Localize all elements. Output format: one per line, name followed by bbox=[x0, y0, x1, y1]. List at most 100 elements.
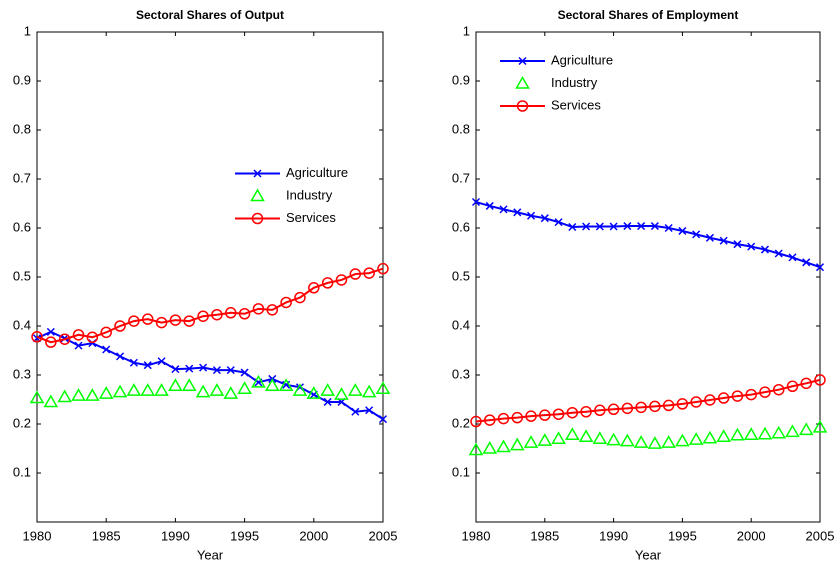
marker bbox=[499, 205, 508, 214]
x-tick-label: 1995 bbox=[668, 528, 697, 543]
marker bbox=[31, 331, 43, 343]
marker bbox=[552, 408, 565, 420]
marker bbox=[169, 314, 182, 326]
marker bbox=[199, 363, 208, 372]
legend: Agriculture Industry Services bbox=[235, 165, 348, 225]
marker bbox=[349, 268, 362, 280]
marker bbox=[511, 411, 524, 424]
marker bbox=[635, 401, 647, 414]
chart-title: Sectoral Shares of Employment bbox=[558, 8, 739, 22]
marker bbox=[251, 212, 264, 225]
marker bbox=[253, 169, 262, 178]
marker bbox=[633, 435, 649, 448]
marker bbox=[334, 387, 349, 400]
marker bbox=[565, 427, 580, 441]
marker bbox=[365, 406, 374, 415]
marker bbox=[690, 396, 702, 408]
y-tick-label: 0.6 bbox=[13, 219, 31, 234]
marker bbox=[212, 366, 221, 375]
marker bbox=[815, 263, 825, 272]
marker bbox=[197, 310, 209, 322]
y-tick-label: 0.5 bbox=[13, 268, 31, 283]
marker bbox=[772, 383, 785, 396]
y-tick-label: 0.4 bbox=[13, 317, 31, 332]
marker bbox=[181, 378, 197, 392]
y-tick-label: 1 bbox=[463, 23, 470, 38]
marker bbox=[580, 406, 592, 418]
y-tick-label: 0.3 bbox=[452, 366, 470, 381]
marker bbox=[86, 331, 99, 344]
x-tick-label: 1990 bbox=[599, 528, 628, 543]
marker bbox=[351, 407, 360, 416]
marker bbox=[774, 249, 783, 258]
marker bbox=[378, 415, 388, 424]
marker bbox=[183, 315, 195, 327]
marker bbox=[157, 357, 166, 366]
marker bbox=[209, 383, 225, 396]
marker bbox=[497, 412, 510, 425]
marker bbox=[537, 433, 553, 446]
marker bbox=[705, 233, 714, 242]
y-tick-label: 0.2 bbox=[13, 415, 31, 430]
marker bbox=[731, 390, 744, 402]
marker bbox=[743, 427, 759, 441]
chart-panel: Sectoral Shares of Employment Year 0.1 0.2 0… bbox=[452, 8, 835, 562]
marker bbox=[143, 361, 152, 370]
marker bbox=[592, 431, 608, 444]
marker bbox=[621, 402, 634, 415]
marker bbox=[321, 277, 334, 289]
marker bbox=[280, 296, 292, 309]
marker bbox=[747, 242, 756, 251]
marker bbox=[527, 211, 536, 220]
marker bbox=[363, 267, 375, 279]
marker bbox=[650, 222, 659, 231]
marker bbox=[662, 399, 675, 412]
marker bbox=[802, 258, 811, 267]
marker bbox=[798, 422, 814, 436]
y-tick-label: 0.9 bbox=[13, 72, 31, 87]
legend-label: Services bbox=[286, 210, 336, 225]
marker bbox=[509, 437, 525, 451]
marker bbox=[323, 397, 332, 406]
y-tick-label: 0.3 bbox=[13, 366, 31, 381]
marker bbox=[771, 425, 787, 439]
marker bbox=[116, 352, 125, 361]
marker bbox=[692, 230, 701, 239]
marker bbox=[141, 313, 154, 325]
x-tick-label: 2000 bbox=[299, 528, 328, 543]
marker bbox=[470, 415, 482, 428]
marker bbox=[594, 404, 606, 417]
marker bbox=[637, 222, 646, 231]
marker bbox=[308, 282, 320, 294]
marker bbox=[702, 430, 718, 444]
marker bbox=[154, 383, 169, 396]
x-tick-label: 2000 bbox=[737, 528, 766, 543]
marker bbox=[523, 435, 539, 448]
marker bbox=[812, 419, 828, 433]
marker bbox=[678, 226, 687, 235]
marker bbox=[760, 245, 769, 254]
marker bbox=[71, 388, 86, 401]
y-tick-label: 0.1 bbox=[452, 464, 470, 479]
marker bbox=[814, 374, 826, 386]
marker bbox=[250, 188, 265, 202]
series-line bbox=[475, 378, 821, 423]
marker bbox=[620, 433, 635, 447]
marker bbox=[716, 429, 731, 442]
y-tick-label: 0.7 bbox=[13, 170, 31, 185]
marker bbox=[539, 409, 551, 421]
marker bbox=[88, 339, 97, 348]
marker bbox=[45, 336, 57, 348]
marker bbox=[377, 262, 389, 275]
marker bbox=[278, 378, 294, 392]
marker bbox=[223, 386, 239, 399]
marker bbox=[185, 364, 194, 373]
y-tick-label: 0.5 bbox=[452, 268, 470, 283]
marker bbox=[788, 253, 797, 262]
marker bbox=[266, 304, 279, 316]
marker bbox=[515, 75, 530, 89]
x-tick-label: 1980 bbox=[23, 528, 52, 543]
marker bbox=[102, 345, 111, 354]
y-tick-label: 1 bbox=[24, 23, 31, 38]
